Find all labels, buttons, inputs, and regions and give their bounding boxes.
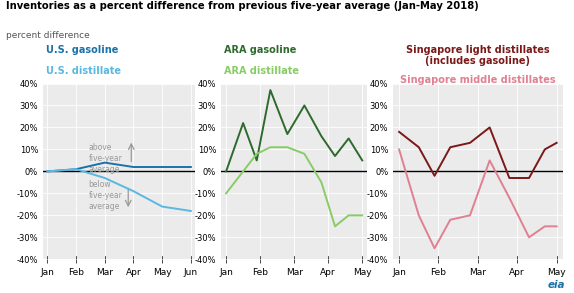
Text: below
five-year
average: below five-year average [88, 180, 123, 211]
Text: Singapore middle distillates: Singapore middle distillates [400, 75, 556, 85]
Text: above
five-year
average: above five-year average [88, 143, 123, 174]
Text: percent difference: percent difference [6, 31, 90, 40]
Text: eia: eia [548, 280, 565, 290]
Text: ARA gasoline: ARA gasoline [224, 45, 296, 55]
Text: Singapore light distillates
(includes gasoline): Singapore light distillates (includes ga… [406, 45, 550, 67]
Text: Inventories as a percent difference from previous five-year average (Jan-May 201: Inventories as a percent difference from… [6, 1, 479, 11]
Text: ARA distillate: ARA distillate [224, 66, 299, 76]
Text: U.S. distillate: U.S. distillate [46, 66, 121, 76]
Text: U.S. gasoline: U.S. gasoline [46, 45, 118, 55]
